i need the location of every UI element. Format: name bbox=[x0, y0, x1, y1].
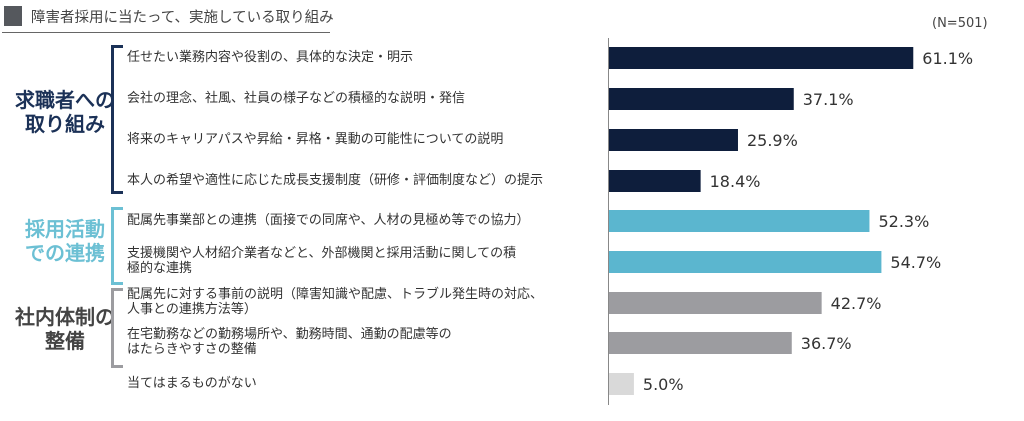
category-label: 当てはまるものがない bbox=[127, 376, 257, 391]
category-label-line: 当てはまるものがない bbox=[127, 375, 257, 391]
data-label: 25.9% bbox=[747, 131, 798, 150]
category-label-line: 将来のキャリアパスや昇給・昇格・異動の可能性についての説明 bbox=[127, 131, 504, 147]
group-label-line: 取り組み bbox=[25, 112, 105, 136]
bar bbox=[609, 170, 701, 192]
data-label: 18.4% bbox=[710, 172, 761, 191]
category-label: 在宅勤務などの勤務場所や、勤務時間、通勤の配慮等の はたらきやすさの整備 bbox=[127, 327, 452, 357]
category-label: 本人の希望や適性に応じた成長支援制度（研修・評価制度など）の提示 bbox=[127, 173, 543, 188]
group-bracket-applicants bbox=[111, 45, 123, 194]
bar bbox=[609, 47, 914, 69]
category-label-line: はたらきやすさの整備 bbox=[127, 342, 257, 357]
category-label: 支援機関や人材紹介業者などと、外部機関と採用活動に関しての積 極的な連携 bbox=[127, 246, 516, 276]
category-label-line: 極的な連携 bbox=[127, 261, 193, 276]
category-label: 将来のキャリアパスや昇給・昇格・異動の可能性についての説明 bbox=[127, 132, 503, 147]
bar bbox=[609, 251, 882, 273]
data-label: 5.0% bbox=[643, 375, 684, 394]
category-label: 配属先に対する事前の説明（障害知識や配慮、トラブル発生時の対応、 人事との連携方法… bbox=[127, 287, 543, 317]
category-label-line: 人事との連携方法等） bbox=[127, 302, 257, 317]
bar bbox=[609, 88, 794, 110]
data-label: 37.1% bbox=[803, 90, 854, 109]
y-axis-line bbox=[608, 38, 609, 405]
category-label-line: 支援機関や人材紹介業者などと、外部機関と採用活動に関しての積 bbox=[127, 246, 517, 261]
group-label-line: での連携 bbox=[25, 241, 105, 265]
chart-title: 障害者採用に当たって、実施している取り組み bbox=[31, 10, 334, 26]
data-label: 52.3% bbox=[878, 212, 929, 231]
group-bracket-internal bbox=[111, 288, 123, 368]
bar bbox=[609, 129, 738, 151]
sample-size-note: (N=501) bbox=[932, 16, 988, 31]
category-label-line: 配属先事業部との連携（面接での同席や、人材の見極め等での協力） bbox=[127, 212, 530, 228]
data-label: 36.7% bbox=[801, 334, 852, 353]
category-label-line: 本人の希望や適性に応じた成長支援制度（研修・評価制度など）の提示 bbox=[127, 172, 544, 188]
category-label-line: 会社の理念、社風、社員の様子などの積極的な説明・発信 bbox=[127, 90, 466, 106]
bar bbox=[609, 292, 822, 314]
group-label-applicants: 求職者への 取り組み bbox=[10, 88, 120, 136]
category-label: 配属先事業部との連携（面接での同席や、人材の見極め等での協力） bbox=[127, 213, 529, 228]
data-label: 54.7% bbox=[890, 253, 941, 272]
category-label-line: 配属先に対する事前の説明（障害知識や配慮、トラブル発生時の対応、 bbox=[127, 287, 544, 302]
group-label-line: 社内体制の bbox=[15, 305, 115, 329]
group-label-internal: 社内体制の 整備 bbox=[10, 305, 120, 353]
category-label-line: 在宅勤務などの勤務場所や、勤務時間、通勤の配慮等の bbox=[127, 327, 452, 342]
bar bbox=[609, 210, 870, 232]
group-label-line: 整備 bbox=[45, 329, 85, 353]
title-underline bbox=[2, 32, 330, 33]
data-label: 61.1% bbox=[922, 49, 973, 68]
title-marker bbox=[4, 6, 22, 26]
group-label-line: 採用活動 bbox=[25, 217, 105, 241]
data-label: 42.7% bbox=[831, 294, 882, 313]
bar bbox=[609, 373, 634, 395]
category-label-line: 任せたい業務内容や役割の、具体的な決定・明示 bbox=[127, 49, 414, 65]
bar bbox=[609, 332, 792, 354]
category-label: 会社の理念、社風、社員の様子などの積極的な説明・発信 bbox=[127, 91, 465, 106]
group-bracket-recruiting bbox=[111, 207, 123, 285]
group-label-recruiting: 採用活動 での連携 bbox=[10, 217, 120, 265]
category-label: 任せたい業務内容や役割の、具体的な決定・明示 bbox=[127, 50, 413, 65]
group-label-line: 求職者への bbox=[15, 88, 115, 112]
